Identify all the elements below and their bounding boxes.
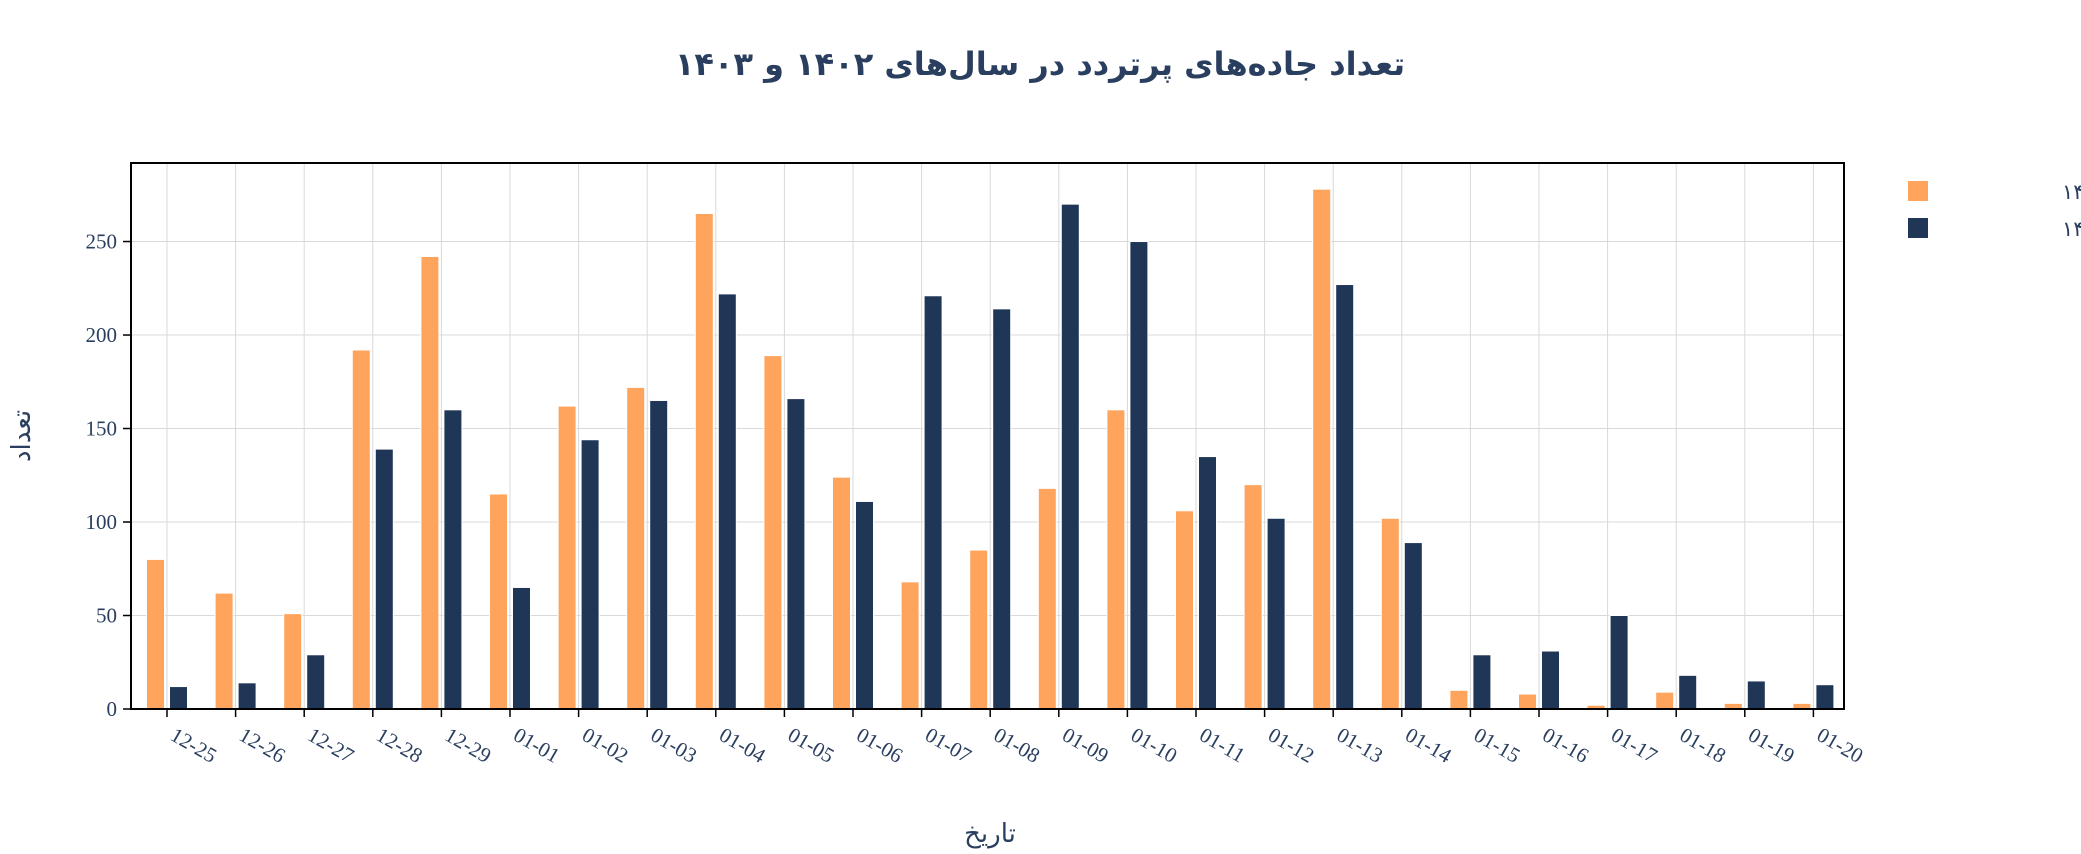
bar-series1 <box>832 476 851 710</box>
x-tick-label: 01-07 <box>921 723 975 768</box>
bar-series2 <box>1060 203 1080 710</box>
bar-series2 <box>1678 674 1698 710</box>
legend-label: نوروز ۱۴۰۳ <box>2062 217 2081 241</box>
bar-series1 <box>489 493 508 710</box>
x-tick-label: 01-01 <box>510 723 564 768</box>
bar-series2 <box>786 398 806 710</box>
bar-series2 <box>374 448 394 710</box>
x-tick-label: 12-28 <box>372 723 426 768</box>
bar-series1 <box>1449 689 1469 710</box>
y-tick-label: 250 <box>86 230 118 254</box>
x-tick-label: 01-14 <box>1401 723 1456 769</box>
chart-title: تعداد جاده‌های پرتردد در سال‌های ۱۴۰۲ و … <box>675 45 1405 83</box>
x-tick-label: 01-16 <box>1539 723 1593 768</box>
bar-series2 <box>717 293 737 710</box>
bar-series2 <box>1129 241 1149 710</box>
bar-series2 <box>1403 542 1423 710</box>
bar-series1 <box>1175 510 1194 710</box>
x-tick-label: 01-06 <box>853 723 907 768</box>
bar-series1 <box>626 386 646 710</box>
x-tick-label: 01-18 <box>1676 723 1730 768</box>
y-tick-label: 50 <box>96 604 117 628</box>
x-tick-label: 01-20 <box>1813 723 1867 768</box>
x-tick-label: 01-15 <box>1470 723 1524 768</box>
bar-series2 <box>1746 680 1766 710</box>
bar-series2 <box>855 500 874 710</box>
bar-series1 <box>557 405 577 710</box>
bar-series2 <box>1815 684 1835 710</box>
bar-series1 <box>283 613 303 710</box>
x-tick-label: 12-25 <box>167 723 221 768</box>
plot-frame <box>130 162 1845 710</box>
bar-series2 <box>923 295 943 710</box>
bar-series1 <box>694 212 714 710</box>
bar-series1 <box>214 592 234 710</box>
bar-series2 <box>992 308 1012 710</box>
x-tick-label: 01-19 <box>1744 723 1798 768</box>
bar-series2 <box>649 399 669 710</box>
bar-series2 <box>1472 654 1492 710</box>
y-tick-label: 200 <box>86 323 118 347</box>
x-tick-label: 12-29 <box>441 723 495 768</box>
bar-series1 <box>351 349 371 710</box>
bar-series1 <box>1518 693 1537 710</box>
bar-series1 <box>1106 409 1126 710</box>
y-axis-label: تعداد <box>7 410 37 462</box>
bar-series1 <box>1655 691 1675 710</box>
x-tick-label: 01-11 <box>1196 723 1250 768</box>
bar-series1 <box>146 558 165 710</box>
x-tick-label: 01-04 <box>715 723 770 769</box>
bar-series2 <box>1609 615 1629 710</box>
x-tick-label: 01-09 <box>1058 723 1112 768</box>
bar-series2 <box>169 686 188 710</box>
legend: نوروز ۱۴۰۲ نوروز ۱۴۰۳ <box>1908 180 2081 241</box>
bar-series2 <box>1266 517 1286 710</box>
bar-series2 <box>443 409 463 710</box>
x-tick-label: 01-13 <box>1333 723 1387 768</box>
x-tick-label: 01-10 <box>1127 723 1181 768</box>
bar-series2 <box>1541 650 1560 710</box>
bar-series1 <box>1243 484 1263 710</box>
bar-series1 <box>969 549 989 710</box>
bar-series2 <box>580 439 600 710</box>
y-tick-label: 0 <box>107 697 118 721</box>
bar-series2 <box>237 682 257 710</box>
x-tick-label: 01-02 <box>578 723 632 768</box>
bar-series1 <box>1037 487 1057 710</box>
x-tick-label: 12-27 <box>304 723 358 768</box>
x-tick-label: 01-05 <box>784 723 838 768</box>
bar-series1 <box>900 581 920 710</box>
y-axis-ticks: 0 50 100 150 200 250 <box>86 230 131 721</box>
gridlines <box>131 163 1844 710</box>
bar-series2 <box>1335 284 1355 710</box>
bars <box>146 188 1835 710</box>
x-tick-label: 12-26 <box>235 723 289 768</box>
x-tick-label: 01-12 <box>1264 723 1318 768</box>
bar-series2 <box>512 586 531 710</box>
bar-series1 <box>763 355 783 710</box>
bar-series1 <box>1380 517 1400 710</box>
y-tick-label: 100 <box>86 510 118 534</box>
x-axis-label: تاریخ <box>964 819 1016 849</box>
bar-series2 <box>1198 456 1217 710</box>
legend-swatch <box>1908 181 1928 201</box>
y-tick-label: 150 <box>86 417 118 441</box>
x-tick-label: 01-17 <box>1607 723 1661 768</box>
bar-series1 <box>1312 188 1332 710</box>
x-tick-label: 01-03 <box>647 723 701 768</box>
x-tick-label: 01-08 <box>990 723 1044 768</box>
x-axis-ticks: 12-25 12-26 12-27 12-28 12-29 01-01 01-02 01-03… <box>166 709 1867 769</box>
bar-series1 <box>420 255 440 710</box>
bar-series2 <box>306 654 326 710</box>
legend-swatch <box>1908 218 1928 238</box>
legend-label: نوروز ۱۴۰۲ <box>2062 180 2081 204</box>
